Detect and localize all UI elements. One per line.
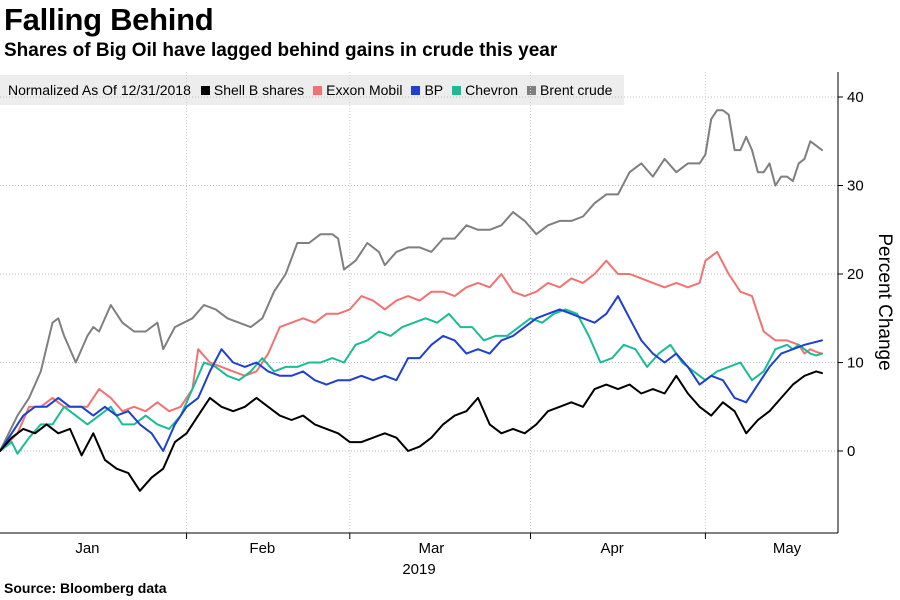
legend-label-bp: BP: [424, 82, 444, 98]
series-line-shell-b-shares: [0, 370, 823, 492]
legend-item-exxon: Exxon Mobil: [313, 82, 402, 98]
legend-swatch-bp: [411, 85, 421, 95]
legend-item-shell: Shell B shares: [200, 82, 305, 98]
series-line-brent-crude: [0, 109, 823, 452]
legend-swatch-shell: [200, 85, 210, 95]
legend-label-exxon: Exxon Mobil: [326, 82, 403, 98]
x-tick-label-feb: Feb: [249, 540, 275, 557]
series-line-bp: [0, 295, 823, 452]
gridlines: [0, 72, 838, 533]
y-tick-label-10: 10: [847, 355, 864, 372]
x-tick-label-mar: Mar: [418, 540, 444, 557]
y-tick-label-0: 0: [847, 443, 855, 460]
legend-swatch-exxon: [313, 85, 323, 95]
legend-item-chevron: Chevron: [452, 82, 518, 98]
y-tick-label-20: 20: [847, 266, 864, 283]
legend-swatch-chevron: [452, 85, 462, 95]
x-axis-year-label: 2019: [402, 561, 435, 578]
series-lines: [0, 109, 823, 492]
chart-subtitle: Shares of Big Oil have lagged behind gai…: [4, 40, 558, 61]
chart-title: Falling Behind: [4, 2, 214, 37]
legend: Normalized As Of 12/31/2018 Shell B shar…: [0, 75, 624, 105]
legend-label-chevron: Chevron: [465, 82, 519, 98]
legend-item-brent: Brent crude: [527, 82, 612, 98]
y-tick-label-40: 40: [847, 89, 864, 106]
x-tick-label-jan: Jan: [75, 540, 99, 557]
legend-label-brent: Brent crude: [540, 82, 613, 98]
legend-label-shell: Shell B shares: [213, 82, 305, 98]
series-line-exxon-mobil: [0, 250, 823, 452]
axes: 0 10 20 30 40 Jan Feb Mar Apr May: [0, 72, 864, 557]
legend-item-bp: BP: [411, 82, 443, 98]
y-axis-title: Percent Change: [874, 233, 895, 370]
x-tick-label-apr: Apr: [600, 540, 623, 557]
y-tick-label-30: 30: [847, 178, 864, 195]
source-note: Source: Bloomberg data: [4, 580, 167, 596]
x-tick-label-may: May: [773, 540, 802, 557]
legend-swatch-brent: [527, 85, 537, 95]
legend-normalized-note: Normalized As Of 12/31/2018: [8, 82, 191, 98]
